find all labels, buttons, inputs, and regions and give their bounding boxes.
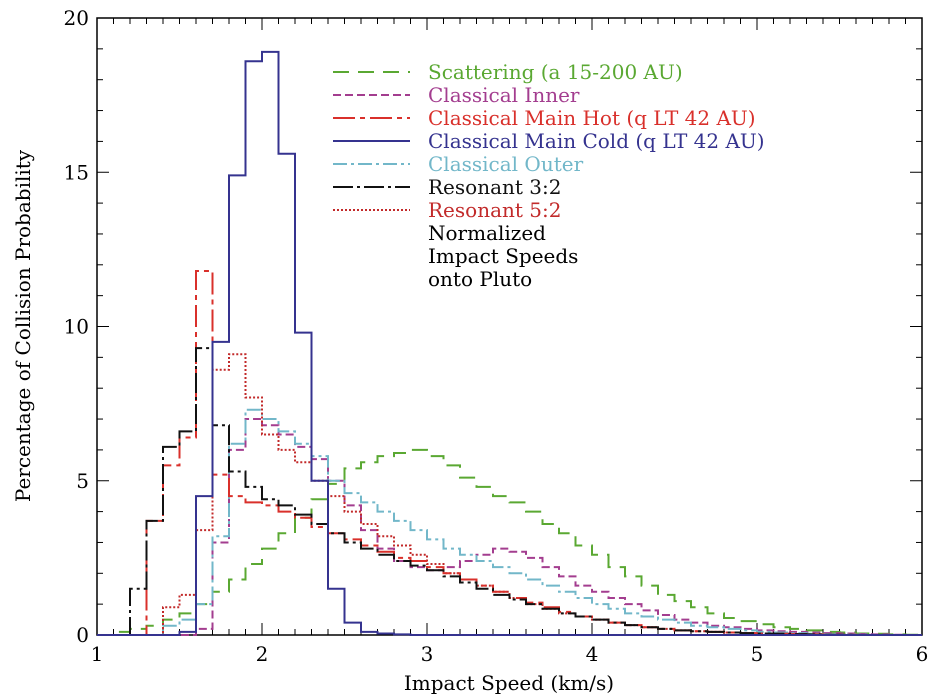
- legend: Scattering (a 15-200 AU)Classical InnerC…: [333, 60, 765, 291]
- annotation-line: Normalized: [428, 221, 546, 245]
- series-line-classical-main-cold-q-lt-42-au: [97, 50, 922, 636]
- x-tick-label: 6: [916, 642, 929, 666]
- y-axis-title: Percentage of Collision Probability: [11, 149, 35, 502]
- series-line-resonant-3-2: [97, 347, 922, 636]
- legend-label: Classical Main Cold (q LT 42 AU): [428, 129, 765, 153]
- x-tick-label: 4: [586, 642, 599, 666]
- series-line-classical-outer: [97, 408, 922, 636]
- legend-label: Classical Main Hot (q LT 42 AU): [428, 106, 756, 130]
- series-line-classical-main-hot-q-lt-42-au: [97, 269, 922, 636]
- legend-label: Classical Outer: [428, 152, 584, 176]
- legend-label: Classical Inner: [428, 83, 580, 107]
- annotation-line: onto Pluto: [428, 267, 532, 291]
- series-layer: [97, 50, 923, 636]
- annotation-line: Impact Speeds: [428, 244, 578, 268]
- legend-label: Resonant 5:2: [428, 198, 561, 222]
- x-axis-title: Impact Speed (km/s): [404, 671, 614, 695]
- axis-ticks: 1 2 3 4 5 6 0 5 10 15 20: [64, 6, 929, 666]
- y-tick-label: 0: [76, 623, 89, 647]
- x-tick-label: 3: [421, 642, 434, 666]
- x-tick-label: 2: [256, 642, 269, 666]
- y-tick-label: 10: [64, 315, 89, 339]
- y-tick-label: 20: [64, 6, 89, 30]
- y-tick-label: 15: [64, 160, 89, 184]
- series-line-resonant-5-2: [97, 353, 922, 636]
- legend-label: Scattering (a 15-200 AU): [428, 60, 683, 84]
- x-tick-label: 5: [751, 642, 764, 666]
- series-line-classical-inner: [97, 418, 922, 636]
- legend-label: Resonant 3:2: [428, 175, 561, 199]
- x-tick-label: 1: [91, 642, 104, 666]
- y-tick-label: 5: [76, 469, 89, 493]
- series-line-scattering-a-15-200-au: [97, 448, 923, 636]
